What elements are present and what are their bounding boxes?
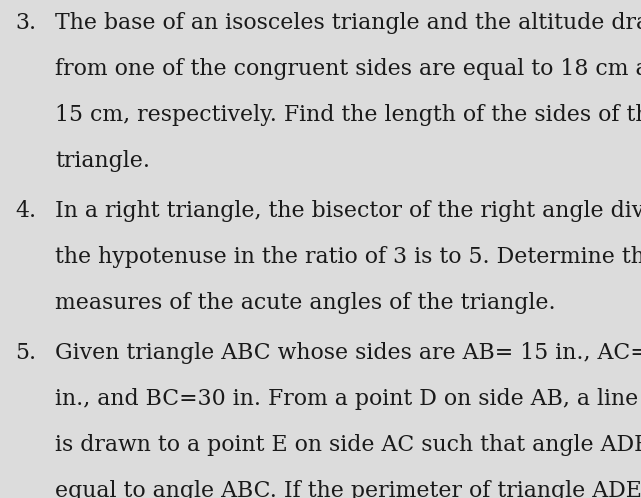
- Text: measures of the acute angles of the triangle.: measures of the acute angles of the tria…: [55, 292, 556, 314]
- Text: 4.: 4.: [15, 200, 36, 222]
- Text: in., and BC=30 in. From a point D on side AB, a line DE: in., and BC=30 in. From a point D on sid…: [55, 388, 641, 410]
- Text: is drawn to a point E on side AC such that angle ADE i: is drawn to a point E on side AC such th…: [55, 434, 641, 456]
- Text: 15 cm, respectively. Find the length of the sides of the: 15 cm, respectively. Find the length of …: [55, 104, 641, 126]
- Text: from one of the congruent sides are equal to 18 cm and: from one of the congruent sides are equa…: [55, 58, 641, 80]
- Text: The base of an isosceles triangle and the altitude drawn: The base of an isosceles triangle and th…: [55, 12, 641, 34]
- Text: In a right triangle, the bisector of the right angle divides: In a right triangle, the bisector of the…: [55, 200, 641, 222]
- Text: 5.: 5.: [15, 342, 36, 364]
- Text: the hypotenuse in the ratio of 3 is to 5. Determine the: the hypotenuse in the ratio of 3 is to 5…: [55, 246, 641, 268]
- Text: Given triangle ABC whose sides are AB= 15 in., AC=25: Given triangle ABC whose sides are AB= 1…: [55, 342, 641, 364]
- Text: triangle.: triangle.: [55, 150, 150, 172]
- Text: 3.: 3.: [15, 12, 36, 34]
- Text: equal to angle ABC. If the perimeter of triangle ADE is: equal to angle ABC. If the perimeter of …: [55, 480, 641, 498]
